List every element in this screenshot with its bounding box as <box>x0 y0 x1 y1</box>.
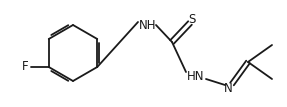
Text: S: S <box>188 13 196 25</box>
Text: N: N <box>224 82 232 96</box>
Text: NH: NH <box>139 19 157 31</box>
Text: HN: HN <box>187 71 205 83</box>
Text: F: F <box>22 60 29 74</box>
